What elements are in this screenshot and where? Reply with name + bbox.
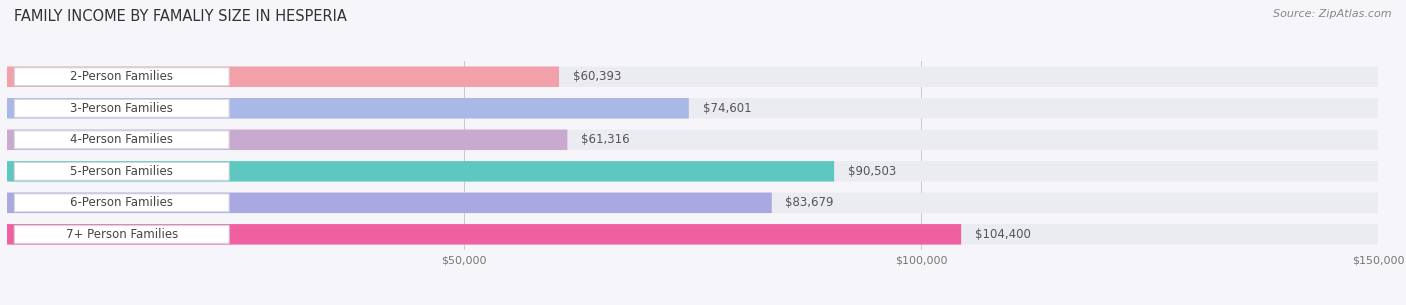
Text: 3-Person Families: 3-Person Families [70, 102, 173, 115]
FancyBboxPatch shape [7, 161, 834, 181]
FancyBboxPatch shape [14, 68, 229, 86]
Text: 4-Person Families: 4-Person Families [70, 133, 173, 146]
FancyBboxPatch shape [14, 99, 229, 117]
FancyBboxPatch shape [7, 130, 568, 150]
FancyBboxPatch shape [14, 225, 229, 243]
Text: $74,601: $74,601 [703, 102, 751, 115]
Text: $60,393: $60,393 [572, 70, 621, 83]
FancyBboxPatch shape [7, 98, 689, 119]
FancyBboxPatch shape [7, 224, 1378, 245]
Text: $90,503: $90,503 [848, 165, 896, 178]
FancyBboxPatch shape [7, 66, 560, 87]
FancyBboxPatch shape [7, 161, 1378, 181]
Text: 6-Person Families: 6-Person Families [70, 196, 173, 209]
Text: Source: ZipAtlas.com: Source: ZipAtlas.com [1274, 9, 1392, 19]
Text: $104,400: $104,400 [974, 228, 1031, 241]
Text: FAMILY INCOME BY FAMALIY SIZE IN HESPERIA: FAMILY INCOME BY FAMALIY SIZE IN HESPERI… [14, 9, 347, 24]
Text: $83,679: $83,679 [786, 196, 834, 209]
Text: 2-Person Families: 2-Person Families [70, 70, 173, 83]
FancyBboxPatch shape [7, 192, 772, 213]
FancyBboxPatch shape [14, 131, 229, 149]
FancyBboxPatch shape [7, 224, 962, 245]
Text: $61,316: $61,316 [581, 133, 630, 146]
FancyBboxPatch shape [7, 66, 1378, 87]
FancyBboxPatch shape [14, 162, 229, 180]
Text: 7+ Person Families: 7+ Person Families [66, 228, 177, 241]
FancyBboxPatch shape [14, 194, 229, 212]
Text: 5-Person Families: 5-Person Families [70, 165, 173, 178]
FancyBboxPatch shape [7, 192, 1378, 213]
FancyBboxPatch shape [7, 98, 1378, 119]
FancyBboxPatch shape [7, 130, 1378, 150]
